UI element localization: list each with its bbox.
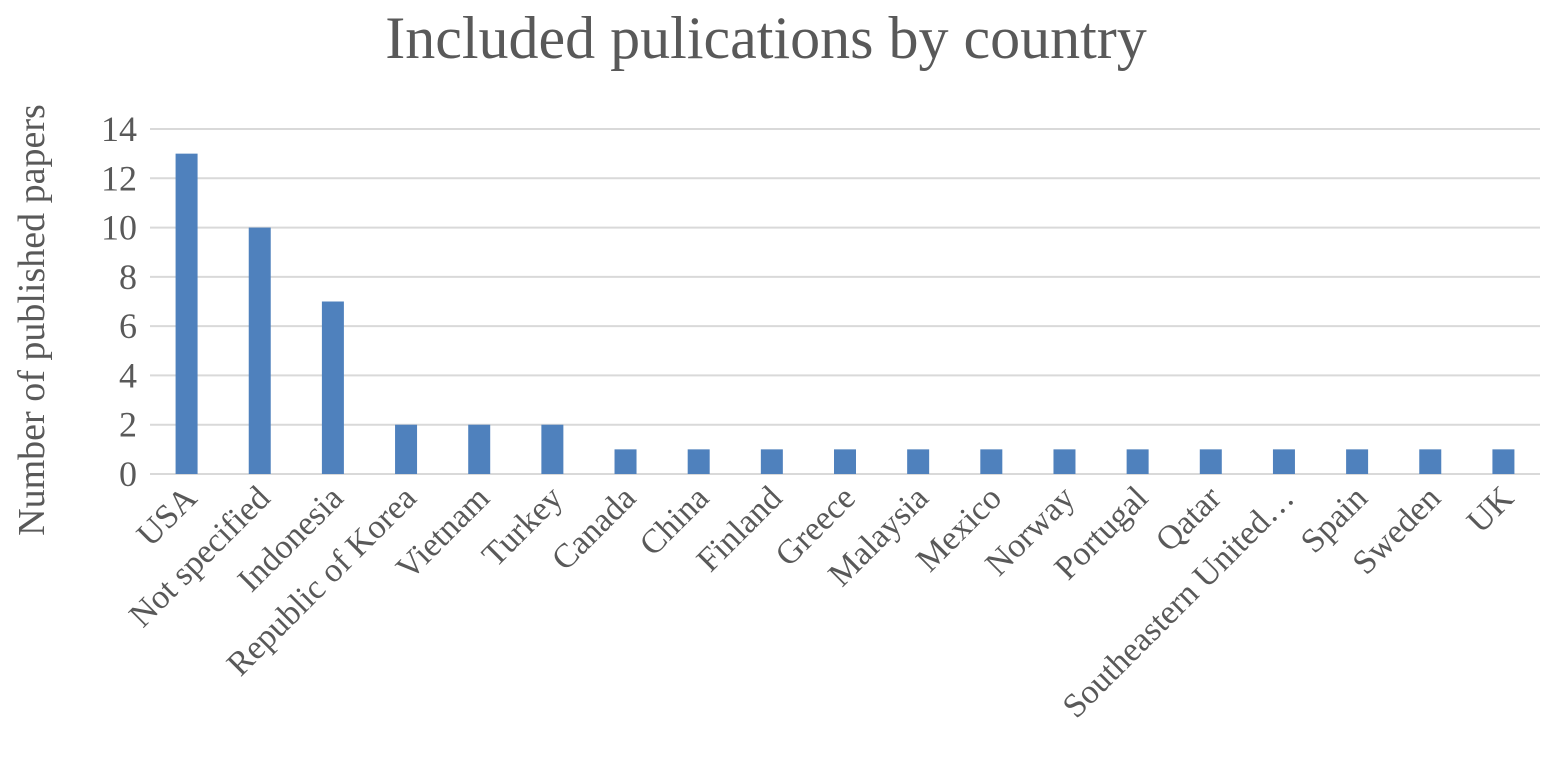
chart-title: Included pulications by country <box>385 5 1146 71</box>
y-tick-label: 4 <box>119 355 137 395</box>
bar <box>907 449 930 474</box>
y-axis-ticks: 0 2 4 6 8 10 12 14 <box>101 109 137 494</box>
y-tick-label: 2 <box>119 405 137 445</box>
bar <box>1199 449 1222 474</box>
bar <box>1126 449 1149 474</box>
y-tick-label: 10 <box>101 208 137 248</box>
bar <box>541 424 564 474</box>
gridlines <box>150 128 1540 475</box>
bar <box>760 449 783 474</box>
x-category-label: Canada <box>545 479 643 577</box>
bar <box>395 424 418 474</box>
bar <box>1419 449 1442 474</box>
y-tick-label: 0 <box>119 454 137 494</box>
bar <box>687 449 710 474</box>
y-tick-label: 8 <box>119 257 137 297</box>
bar <box>248 227 271 474</box>
x-category-label: UK <box>1460 479 1521 540</box>
bar <box>1346 449 1369 474</box>
bar <box>175 153 198 474</box>
bar <box>834 449 856 474</box>
bar <box>1053 449 1076 474</box>
bars <box>175 153 1515 474</box>
y-tick-label: 12 <box>101 158 137 198</box>
y-axis-label: Number of published papers <box>11 104 53 536</box>
bar <box>1272 449 1295 474</box>
bar <box>321 301 344 474</box>
bar <box>468 424 491 474</box>
y-tick-label: 6 <box>119 306 137 346</box>
bar <box>980 449 1003 474</box>
bar <box>614 449 637 474</box>
y-tick-label: 14 <box>101 109 137 149</box>
bar <box>1492 449 1515 474</box>
